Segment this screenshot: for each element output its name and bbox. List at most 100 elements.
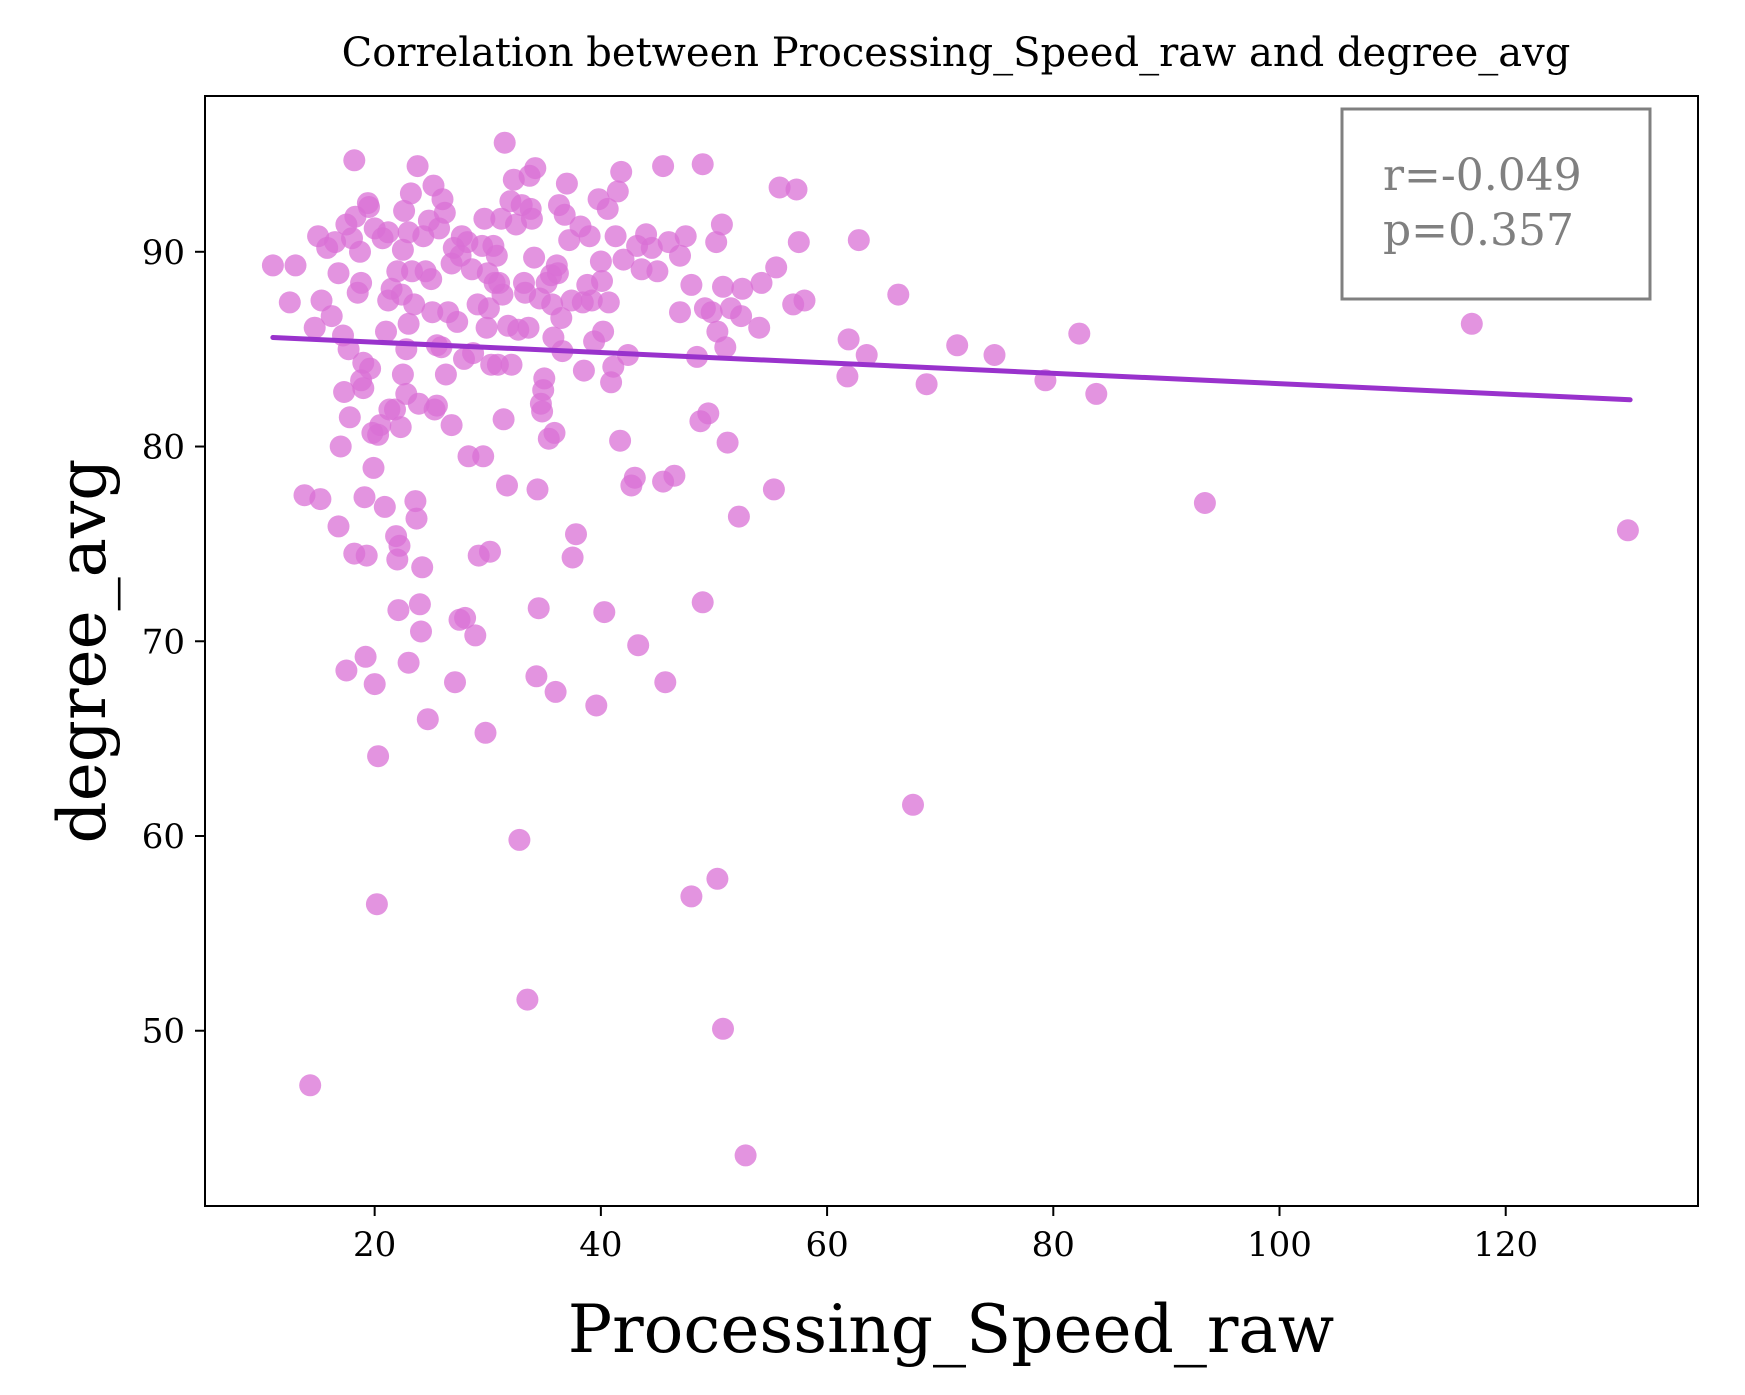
data-point [533, 367, 556, 390]
data-point [561, 546, 584, 569]
data-point [388, 534, 411, 557]
data-point [508, 828, 531, 851]
data-point [353, 486, 376, 509]
data-point [416, 708, 439, 731]
data-point [591, 270, 613, 292]
data-point [397, 312, 420, 335]
data-point [572, 359, 595, 382]
data-point [565, 523, 587, 546]
data-point [787, 231, 810, 254]
data-point [592, 320, 615, 343]
data-point [734, 1144, 757, 1167]
data-point [837, 328, 860, 351]
data-point [420, 268, 443, 291]
chart-title: Correlation between Processing_Speed_raw… [342, 30, 1571, 76]
x-tick-label: 60 [805, 1225, 848, 1265]
data-point [391, 238, 414, 261]
y-axis-label: degree_avg [44, 458, 121, 843]
data-point [446, 310, 469, 333]
data-point [714, 336, 737, 359]
regression-line [270, 334, 1633, 403]
data-point [349, 240, 371, 263]
data-point [485, 244, 508, 267]
data-point [606, 180, 629, 203]
data-point [680, 273, 703, 296]
data-point [363, 673, 386, 696]
data-point [475, 316, 498, 339]
data-point [440, 414, 463, 437]
data-point [410, 620, 432, 643]
stats-p-value: p=0.357 [1383, 205, 1574, 256]
data-point [303, 316, 326, 339]
data-point [1193, 492, 1216, 514]
data-point [785, 178, 808, 201]
x-tick-label: 120 [1473, 1225, 1538, 1265]
data-point [261, 254, 284, 277]
data-point [765, 256, 788, 279]
data-point [433, 201, 456, 224]
data-point [403, 293, 426, 316]
x-tick-label: 20 [353, 1225, 396, 1265]
data-point [278, 291, 301, 314]
data-point [768, 176, 791, 199]
data-point [589, 250, 612, 273]
data-point [550, 307, 573, 329]
data-point [492, 408, 515, 431]
data-point [793, 289, 816, 312]
data-point [375, 320, 397, 343]
data-point [464, 624, 487, 647]
data-point [680, 885, 703, 908]
data-point [531, 400, 554, 423]
data-point [652, 155, 675, 178]
data-point [596, 197, 619, 220]
data-point [421, 301, 444, 324]
data-point [700, 301, 723, 324]
data-point [669, 244, 691, 267]
data-point [555, 172, 578, 195]
data-point [593, 601, 616, 624]
stats-r-value: r=-0.049 [1383, 150, 1582, 201]
data-point [408, 593, 431, 616]
data-point [377, 221, 400, 244]
data-point [1068, 322, 1091, 345]
x-tick-label: 100 [1247, 1225, 1312, 1265]
data-point [546, 262, 569, 285]
data-point [640, 236, 663, 259]
data-point [493, 131, 516, 154]
data-point [310, 289, 333, 312]
data-point [836, 365, 859, 388]
fit-line-layer [270, 334, 1633, 403]
data-point [983, 344, 1006, 366]
data-point [691, 591, 714, 614]
y-tick-label: 90 [142, 233, 185, 273]
data-point [454, 606, 477, 629]
y-tick-label: 50 [142, 1012, 185, 1052]
y-tick-label: 70 [142, 622, 185, 662]
data-point [524, 157, 547, 180]
data-point [946, 334, 969, 357]
x-axis-ticks: 20 40 60 80 100 120 [353, 1206, 1538, 1265]
data-point [847, 229, 870, 252]
data-point [543, 421, 566, 444]
data-point [309, 488, 332, 511]
data-point [434, 363, 457, 386]
data-point [373, 495, 396, 518]
data-point [333, 381, 356, 403]
data-point [627, 634, 650, 657]
data-point [691, 153, 714, 176]
data-point [646, 260, 669, 283]
data-point [609, 429, 632, 452]
data-point [705, 231, 728, 254]
data-point [399, 182, 422, 205]
data-point [526, 478, 549, 501]
data-point [411, 556, 434, 579]
data-point [500, 353, 523, 376]
data-point [712, 275, 734, 298]
data-point [855, 344, 878, 366]
data-point [517, 316, 540, 339]
data-point [578, 225, 601, 248]
data-point [762, 478, 785, 501]
data-point [474, 721, 497, 744]
data-point [329, 435, 352, 458]
data-point [391, 363, 414, 386]
